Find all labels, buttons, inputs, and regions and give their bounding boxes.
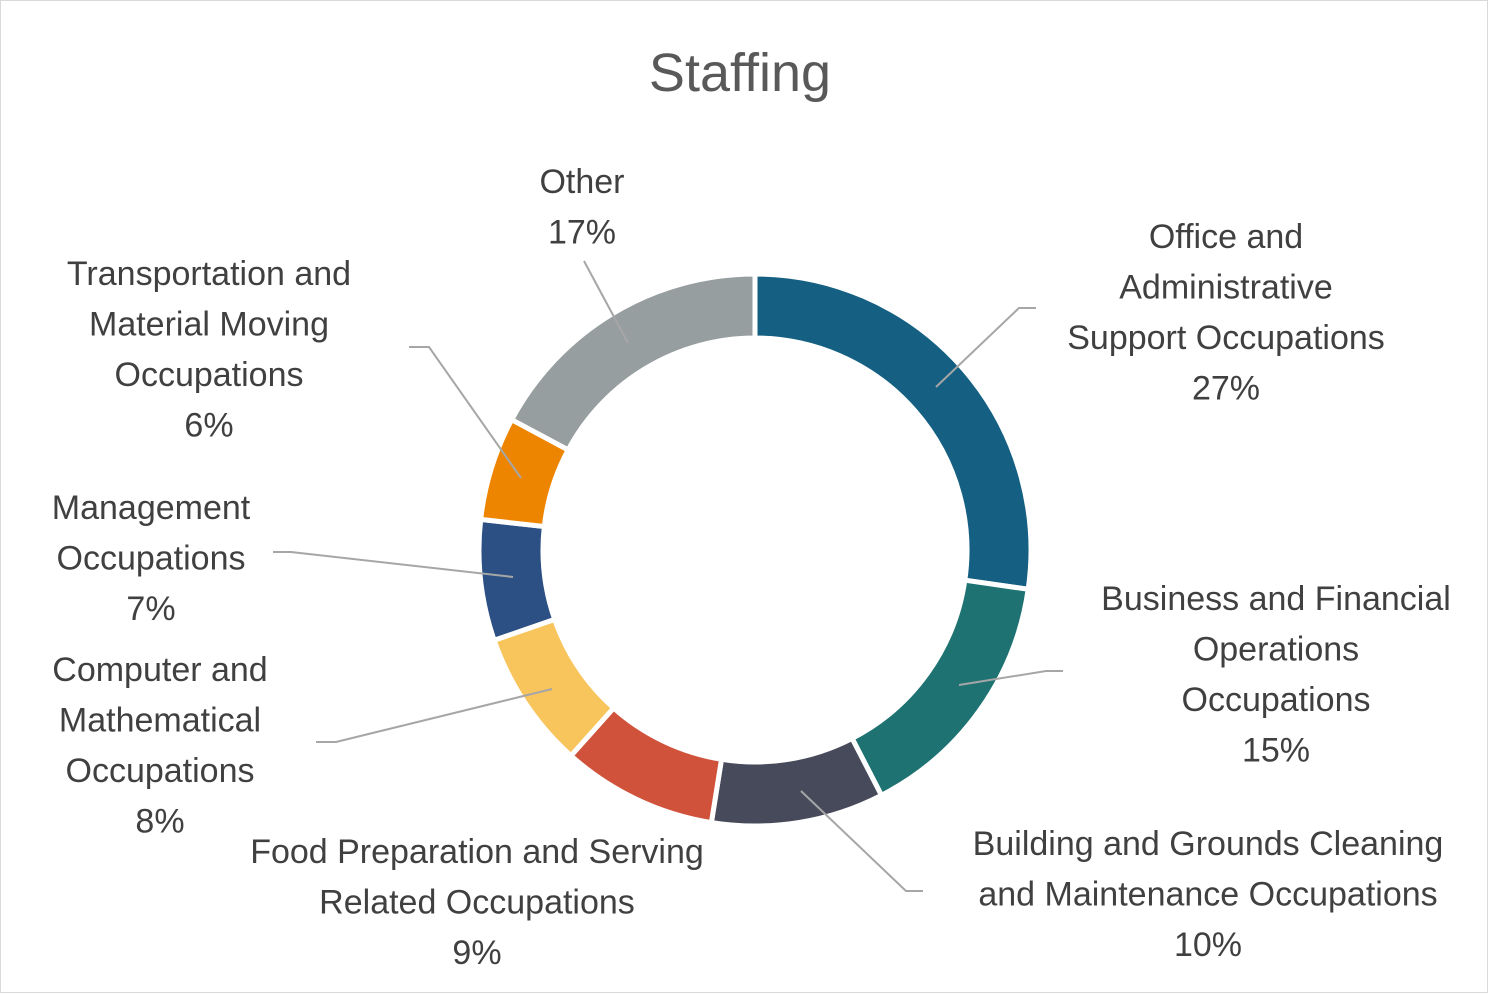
data-label-line: Operations [1193, 631, 1359, 669]
data-label-line: and Maintenance Occupations [978, 876, 1437, 914]
data-label-line: Building and Grounds Cleaning [973, 825, 1444, 863]
slice-building-and-grounds-cleaning-and-maintenance-occupations [708, 735, 885, 829]
data-label: Computer and Mathematical Occupations 8% [52, 651, 267, 841]
leader-line [958, 670, 1063, 686]
slice-other [508, 271, 758, 454]
data-label-line: Material Moving [89, 306, 329, 344]
leader-line [409, 346, 522, 479]
leader-line [316, 688, 553, 743]
data-label-percent: 6% [184, 407, 233, 445]
data-label-line: Computer and [52, 651, 267, 689]
labels-group: Office and Administrative Support Occupati… [52, 163, 1451, 972]
leader-line [800, 790, 923, 892]
data-label: Management Occupations 7% [52, 489, 251, 628]
data-label: Building and Grounds Cleaning and Mainten… [973, 825, 1444, 964]
leader-line [935, 307, 1036, 388]
data-label-percent: 15% [1242, 732, 1310, 770]
data-label-line: Support Occupations [1067, 319, 1385, 357]
data-label-line: Occupations [115, 356, 304, 394]
data-label-percent: 7% [126, 590, 175, 628]
data-label-line: Transportation and [67, 255, 351, 293]
data-label-percent: 9% [452, 934, 501, 972]
data-label: Transportation and Material Moving Occupat… [67, 255, 351, 445]
data-label: Business and Financial Operations Occupati… [1101, 580, 1451, 770]
data-label-line: Related Occupations [319, 884, 635, 922]
data-label-line: Management [52, 489, 251, 527]
data-label-percent: 17% [548, 214, 616, 252]
chart-title: Staffing [649, 43, 831, 103]
data-label: Office and Administrative Support Occupati… [1067, 218, 1385, 408]
data-label-line: Office and [1149, 218, 1303, 256]
data-label-line: Occupations [66, 752, 255, 790]
slice-office-and-administrative-support-occupations [752, 271, 1034, 593]
data-label-percent: 27% [1192, 370, 1260, 408]
leader-line [273, 551, 514, 578]
data-label-line: Mathematical [59, 702, 261, 740]
data-label-line: Food Preparation and Serving [250, 833, 704, 871]
slice-business-and-financial-operations-occupations [848, 577, 1032, 799]
data-label-percent: 8% [135, 803, 184, 841]
slice-management-occupations [476, 516, 558, 644]
data-label-line: Occupations [1182, 681, 1371, 719]
data-label-line: Administrative [1119, 269, 1333, 307]
data-label: Other 17% [539, 163, 624, 252]
data-label-line: Other [539, 163, 624, 201]
slices-group [476, 271, 1034, 829]
data-label-percent: 10% [1174, 926, 1242, 964]
data-label-line: Occupations [57, 540, 246, 578]
data-label-line: Business and Financial [1101, 580, 1451, 618]
data-label: Food Preparation and Serving Related Occu… [250, 833, 704, 972]
leader-line [583, 260, 629, 344]
leader-lines-group [273, 260, 1063, 892]
